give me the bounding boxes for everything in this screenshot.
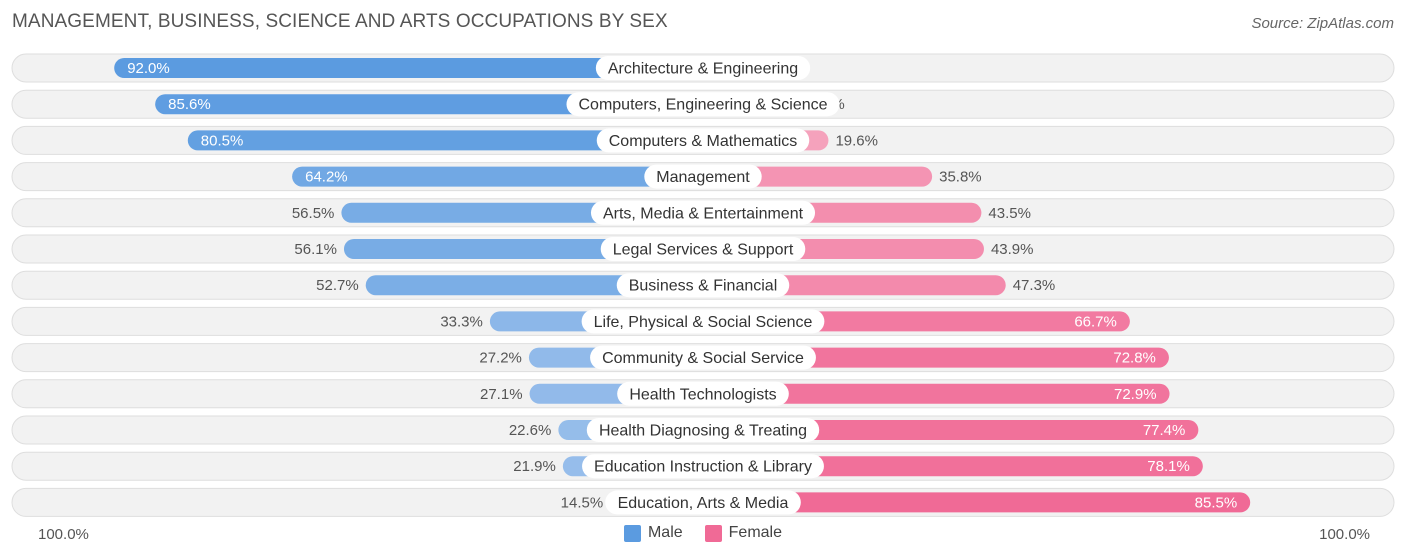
chart-plot: 92.0%8.0%Architecture & Engineering85.6%… <box>11 53 1395 517</box>
category-label-bg <box>566 92 840 117</box>
value-label-male: 27.2% <box>479 350 522 367</box>
value-label-female: 72.9% <box>1114 386 1157 403</box>
bar-male <box>187 130 714 151</box>
value-label-male: 80.5% <box>201 132 244 149</box>
value-label-female: 85.5% <box>1195 494 1238 511</box>
value-label-female: 47.3% <box>1013 277 1056 294</box>
bar-male <box>114 58 713 78</box>
value-label-female: 72.8% <box>1113 350 1156 367</box>
axis-right-label: 100.0% <box>1319 526 1370 543</box>
axis-left-label: 100.0% <box>38 526 89 543</box>
value-label-male: 64.2% <box>305 169 348 186</box>
bar-female <box>693 492 1251 513</box>
category-label-bg <box>595 56 811 80</box>
category-label-bg <box>600 237 806 261</box>
value-label-female: 19.6% <box>835 132 878 149</box>
category-label: Business & Financial <box>629 278 778 295</box>
value-label-female: 66.7% <box>1074 313 1117 330</box>
value-label-male: 22.6% <box>509 422 552 439</box>
value-label-female: 77.4% <box>1143 422 1186 439</box>
category-label-bg <box>586 418 820 442</box>
legend: Male Female <box>0 524 1406 542</box>
category-label: Health Technologists <box>629 386 776 403</box>
chart-title: MANAGEMENT, BUSINESS, SCIENCE AND ARTS O… <box>12 11 668 32</box>
category-label-bg <box>617 381 789 406</box>
value-label-female: 78.1% <box>1147 458 1190 475</box>
category-label: Computers, Engineering & Science <box>578 97 827 114</box>
category-label-bg <box>616 273 790 298</box>
category-label: Architecture & Engineering <box>608 61 798 78</box>
category-label: Education, Arts & Media <box>618 495 789 512</box>
value-label-male: 14.5% <box>561 494 604 511</box>
category-label: Life, Physical & Social Science <box>594 314 813 331</box>
category-label: Health Diagnosing & Treating <box>599 423 807 440</box>
bar-female <box>693 420 1199 440</box>
legend-swatch-male <box>623 524 641 542</box>
category-label: Legal Services & Support <box>613 242 794 259</box>
legend-swatch-female <box>704 524 722 542</box>
category-label: Arts, Media & Entertainment <box>603 205 804 222</box>
category-label-bg <box>644 164 762 189</box>
legend-item-male[interactable]: Male <box>623 524 683 542</box>
category-label: Management <box>656 169 750 186</box>
category-label-bg <box>596 128 810 153</box>
source-label: Source: ZipAtlas.com <box>1251 15 1394 32</box>
legend-item-female[interactable]: Female <box>704 524 783 542</box>
category-label: Community & Social Service <box>602 350 804 367</box>
value-label-male: 92.0% <box>127 60 170 77</box>
legend-label-male: Male <box>647 524 683 541</box>
category-label: Education Instruction & Library <box>594 459 812 476</box>
legend-label-female: Female <box>728 524 783 541</box>
value-label-male: 85.6% <box>168 96 211 113</box>
category-label-bg <box>581 309 825 334</box>
category-label-bg <box>590 345 816 370</box>
category-label-bg <box>582 454 824 479</box>
bar-female <box>693 383 1170 404</box>
value-label-male: 56.5% <box>292 205 335 222</box>
category-label-bg <box>590 200 816 225</box>
value-label-male: 52.7% <box>316 277 359 294</box>
value-label-female: 35.8% <box>939 169 982 186</box>
value-label-male: 56.1% <box>294 241 337 258</box>
value-label-male: 27.1% <box>480 386 523 403</box>
value-label-female: 43.9% <box>991 241 1034 258</box>
value-label-male: 21.9% <box>513 458 556 475</box>
category-label: Computers & Mathematics <box>609 133 798 150</box>
bar-male <box>292 166 713 187</box>
category-label-bg <box>605 490 801 515</box>
value-label-female: 43.5% <box>988 205 1031 222</box>
value-label-male: 33.3% <box>440 313 483 330</box>
